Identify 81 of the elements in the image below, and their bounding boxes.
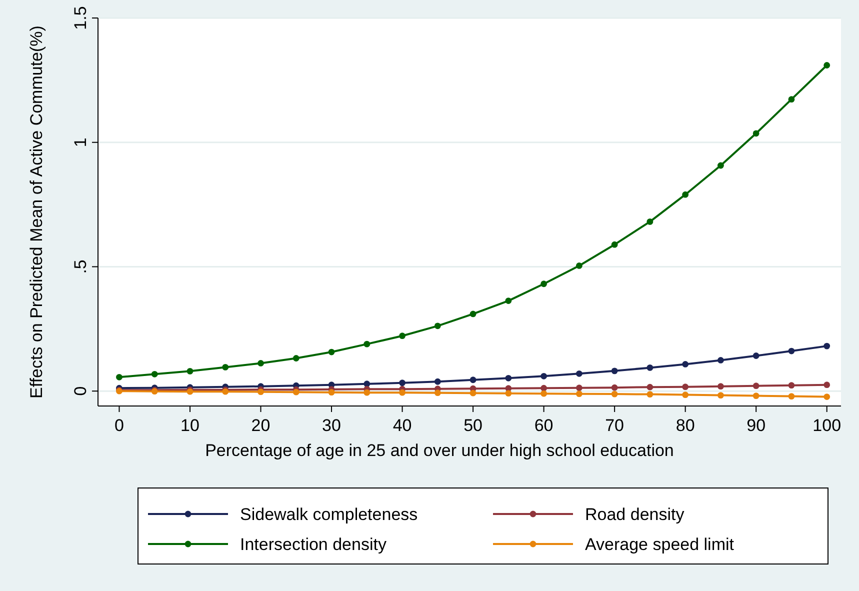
point <box>646 218 654 225</box>
point <box>646 384 654 390</box>
y-axis-title: Effects on Predicted Mean of Active Commute(%) <box>27 26 46 398</box>
point <box>682 191 689 198</box>
x-tick-label: 60 <box>534 416 554 435</box>
point <box>611 241 618 248</box>
point <box>718 162 724 169</box>
point <box>186 368 194 374</box>
point <box>328 389 335 396</box>
point <box>576 262 582 269</box>
point <box>292 388 300 396</box>
point <box>364 340 370 348</box>
point <box>682 392 689 398</box>
point <box>824 394 830 400</box>
point <box>788 96 795 103</box>
point <box>611 390 618 398</box>
point <box>470 376 476 384</box>
y-tick-label: 1 <box>71 138 90 148</box>
point <box>116 374 122 380</box>
point <box>646 364 654 371</box>
point <box>505 390 512 397</box>
point <box>364 389 370 396</box>
point <box>434 390 441 396</box>
legend-label: Average speed limit <box>585 535 734 554</box>
y-tick-label: 1.5 <box>71 6 90 30</box>
x-tick-label: 70 <box>605 416 624 435</box>
x-tick-label: 80 <box>676 416 695 435</box>
point <box>292 355 300 362</box>
point <box>646 391 654 398</box>
point <box>258 360 264 366</box>
point <box>752 382 760 390</box>
legend-label: Intersection density <box>240 535 387 554</box>
point <box>470 390 476 396</box>
y-tick-label: 0 <box>71 386 90 396</box>
point <box>718 392 724 399</box>
point <box>682 384 689 390</box>
point <box>752 130 760 137</box>
x-tick-label: 30 <box>322 416 341 435</box>
point <box>788 393 795 400</box>
point <box>399 332 406 340</box>
point <box>540 372 547 380</box>
point <box>151 370 158 378</box>
x-tick-label: 100 <box>812 416 842 435</box>
point <box>824 342 830 350</box>
point <box>328 348 335 356</box>
x-axis-title: Percentage of age in 25 and over under high school education <box>205 441 674 460</box>
legend-label: Road density <box>585 505 685 524</box>
point <box>718 383 724 390</box>
x-tick-label: 10 <box>180 416 200 435</box>
point <box>752 392 760 400</box>
point <box>470 310 476 318</box>
point <box>788 348 795 354</box>
point <box>505 374 512 382</box>
point <box>824 62 830 68</box>
point <box>611 384 618 391</box>
x-tick-label: 40 <box>392 416 412 435</box>
point <box>576 384 582 392</box>
point <box>824 382 830 388</box>
point <box>434 322 441 330</box>
legend-label: Sidewalk completeness <box>240 505 418 524</box>
point <box>718 357 724 364</box>
point <box>540 384 547 392</box>
point <box>576 370 582 377</box>
point <box>505 298 512 304</box>
point <box>611 368 618 374</box>
point <box>540 280 547 288</box>
x-tick-label: 50 <box>464 416 482 435</box>
point <box>682 361 689 368</box>
point <box>258 388 264 396</box>
point <box>540 390 547 397</box>
x-tick-label: 90 <box>746 416 766 435</box>
x-tick-label: 0 <box>114 416 124 435</box>
x-tick-label: 20 <box>251 416 270 435</box>
point <box>399 380 406 386</box>
point <box>576 390 582 398</box>
point <box>399 389 406 396</box>
point <box>222 364 229 370</box>
y-tick-label: .5 <box>71 260 90 274</box>
point <box>752 352 760 359</box>
point <box>788 382 795 389</box>
point <box>434 378 441 385</box>
